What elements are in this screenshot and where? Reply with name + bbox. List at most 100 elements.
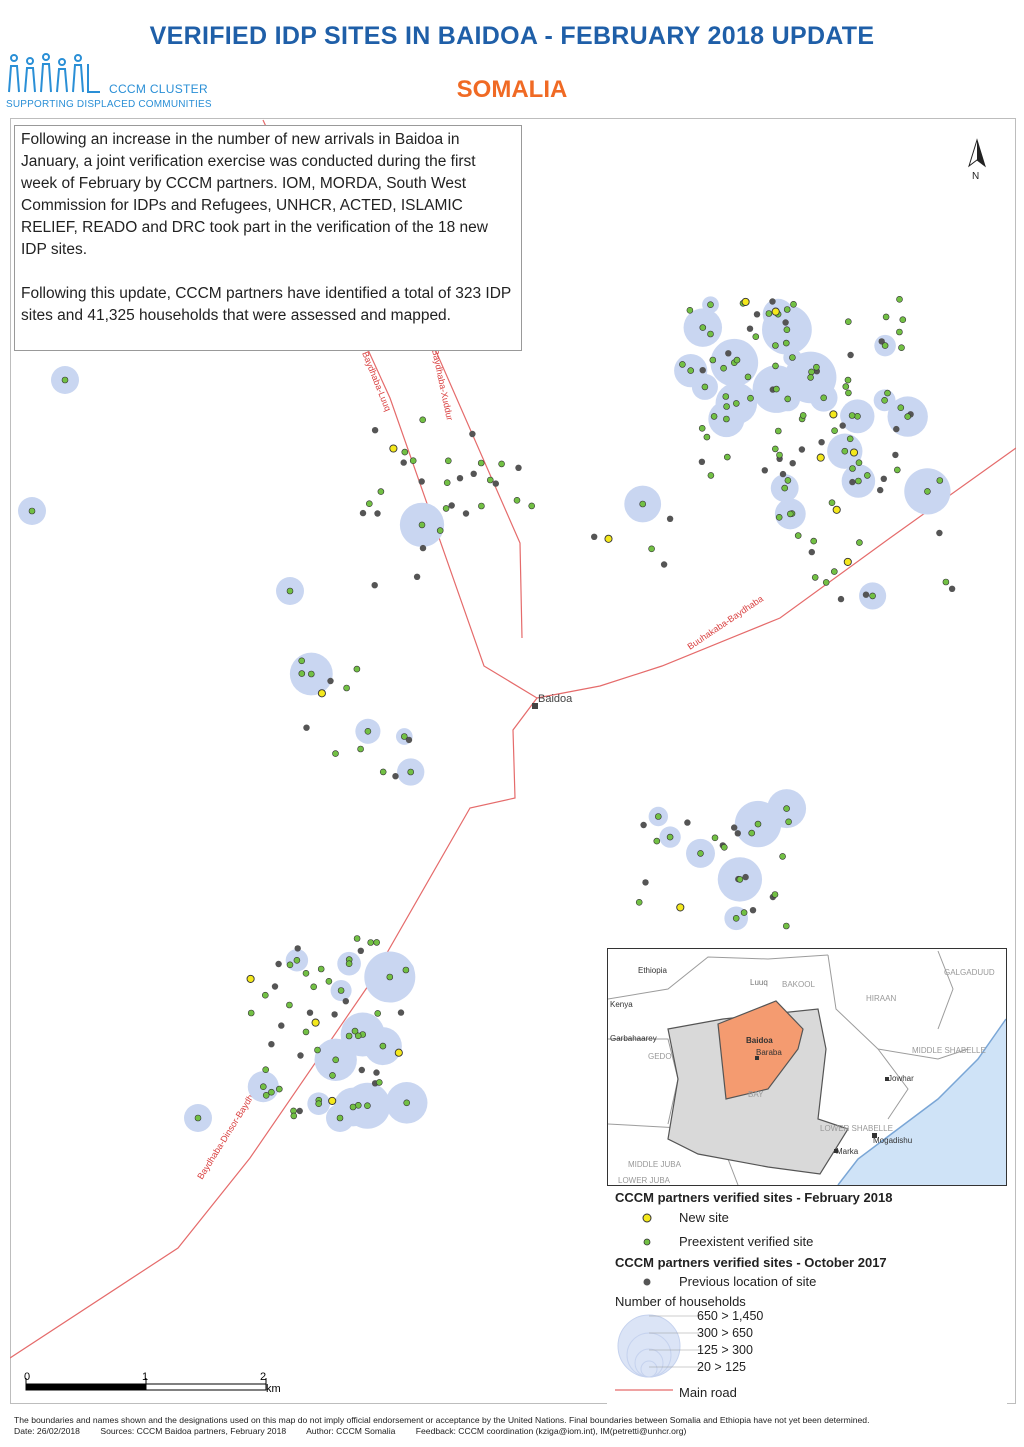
preexistent-site-marker[interactable]: [904, 413, 912, 420]
preexistent-site-marker[interactable]: [813, 363, 820, 371]
preexistent-site-marker[interactable]: [407, 768, 415, 776]
preexistent-site-marker[interactable]: [419, 416, 427, 424]
preexistent-site-marker[interactable]: [528, 502, 536, 510]
preexistent-site-marker[interactable]: [444, 457, 452, 465]
preexistent-site-marker[interactable]: [774, 427, 782, 435]
preexistent-site-marker[interactable]: [337, 987, 345, 994]
preexistent-site-marker[interactable]: [828, 499, 836, 507]
preexistent-site-marker[interactable]: [443, 479, 451, 487]
preexistent-site-marker[interactable]: [748, 829, 756, 837]
preexistent-site-marker[interactable]: [807, 374, 814, 381]
preexistent-site-marker[interactable]: [345, 960, 353, 968]
preexistent-site-marker[interactable]: [831, 427, 838, 435]
preexistent-site-marker[interactable]: [315, 1100, 323, 1108]
preexistent-site-marker[interactable]: [896, 296, 903, 303]
new-site-marker[interactable]: [328, 1096, 337, 1105]
new-site-marker[interactable]: [389, 444, 398, 453]
preexistent-site-marker[interactable]: [498, 460, 505, 468]
preexistent-site-marker[interactable]: [855, 459, 863, 467]
preexistent-site-marker[interactable]: [781, 484, 789, 492]
preexistent-site-marker[interactable]: [722, 393, 730, 400]
preexistent-site-marker[interactable]: [298, 670, 306, 677]
preexistent-site-marker[interactable]: [810, 537, 818, 545]
preexistent-site-marker[interactable]: [784, 477, 792, 484]
preexistent-site-marker[interactable]: [513, 496, 521, 504]
new-site-marker[interactable]: [849, 448, 859, 457]
preexistent-site-marker[interactable]: [386, 973, 394, 981]
preexistent-site-marker[interactable]: [771, 445, 779, 453]
preexistent-site-marker[interactable]: [707, 472, 715, 479]
preexistent-site-marker[interactable]: [723, 453, 731, 461]
new-site-marker[interactable]: [246, 974, 255, 983]
preexistent-site-marker[interactable]: [275, 1085, 283, 1093]
preexistent-site-marker[interactable]: [298, 657, 306, 665]
preexistent-site-marker[interactable]: [844, 318, 852, 325]
preexistent-site-marker[interactable]: [808, 368, 815, 376]
preexistent-site-marker[interactable]: [773, 385, 780, 393]
preexistent-site-marker[interactable]: [379, 768, 387, 776]
preexistent-site-marker[interactable]: [846, 435, 854, 443]
preexistent-site-marker[interactable]: [28, 507, 36, 515]
preexistent-site-marker[interactable]: [732, 400, 740, 407]
preexistent-site-marker[interactable]: [260, 1083, 267, 1091]
preexistent-site-marker[interactable]: [286, 961, 294, 969]
new-site-marker[interactable]: [604, 534, 613, 543]
preexistent-site-marker[interactable]: [855, 477, 862, 485]
preexistent-site-marker[interactable]: [353, 935, 361, 942]
preexistent-site-marker[interactable]: [345, 1032, 353, 1040]
preexistent-site-marker[interactable]: [844, 376, 852, 384]
preexistent-site-marker[interactable]: [486, 476, 494, 484]
preexistent-site-marker[interactable]: [924, 488, 931, 495]
preexistent-site-marker[interactable]: [367, 939, 375, 946]
preexistent-site-marker[interactable]: [401, 448, 409, 456]
preexistent-site-marker[interactable]: [402, 966, 410, 974]
preexistent-site-marker[interactable]: [936, 477, 944, 484]
preexistent-site-marker[interactable]: [687, 367, 695, 374]
preexistent-site-marker[interactable]: [842, 383, 850, 390]
preexistent-site-marker[interactable]: [654, 813, 662, 820]
preexistent-site-marker[interactable]: [686, 307, 694, 314]
preexistent-site-marker[interactable]: [869, 592, 876, 600]
preexistent-site-marker[interactable]: [720, 364, 727, 372]
preexistent-site-marker[interactable]: [409, 457, 417, 465]
preexistent-site-marker[interactable]: [653, 837, 661, 845]
preexistent-site-marker[interactable]: [310, 983, 318, 991]
preexistent-site-marker[interactable]: [849, 465, 856, 472]
preexistent-site-marker[interactable]: [776, 451, 783, 459]
preexistent-site-marker[interactable]: [723, 415, 730, 423]
preexistent-site-marker[interactable]: [635, 898, 643, 906]
preexistent-site-marker[interactable]: [286, 587, 294, 595]
preexistent-site-marker[interactable]: [666, 833, 674, 841]
preexistent-site-marker[interactable]: [365, 500, 373, 508]
inset-map[interactable]: Ethiopia Kenya Luuq BAKOOL HIRAAN GALGAD…: [607, 948, 1007, 1186]
preexistent-site-marker[interactable]: [710, 413, 718, 420]
preexistent-site-marker[interactable]: [701, 383, 709, 391]
preexistent-site-marker[interactable]: [314, 1046, 321, 1054]
preexistent-site-marker[interactable]: [307, 670, 315, 678]
preexistent-site-marker[interactable]: [698, 424, 706, 432]
preexistent-site-marker[interactable]: [779, 853, 786, 860]
preexistent-site-marker[interactable]: [881, 342, 889, 349]
preexistent-site-marker[interactable]: [290, 1112, 298, 1120]
preexistent-site-marker[interactable]: [302, 969, 310, 977]
preexistent-site-marker[interactable]: [772, 362, 779, 370]
preexistent-site-marker[interactable]: [783, 326, 791, 333]
main-map[interactable]: Baydhaba-Luuq Baydhaba-Xuddur Buuhakaba-…: [10, 118, 1016, 1404]
preexistent-site-marker[interactable]: [783, 805, 790, 812]
new-site-marker[interactable]: [317, 689, 326, 698]
preexistent-site-marker[interactable]: [789, 354, 796, 361]
new-site-marker[interactable]: [394, 1048, 403, 1057]
preexistent-site-marker[interactable]: [353, 665, 361, 673]
preexistent-site-marker[interactable]: [364, 1102, 371, 1110]
preexistent-site-marker[interactable]: [723, 403, 730, 410]
preexistent-site-marker[interactable]: [332, 1056, 340, 1064]
preexistent-site-marker[interactable]: [896, 328, 903, 336]
preexistent-site-marker[interactable]: [325, 977, 333, 985]
preexistent-site-marker[interactable]: [354, 1032, 362, 1040]
new-site-marker[interactable]: [816, 453, 825, 462]
preexistent-site-marker[interactable]: [747, 394, 754, 402]
preexistent-site-marker[interactable]: [732, 914, 740, 922]
preexistent-site-marker[interactable]: [783, 306, 791, 313]
preexistent-site-marker[interactable]: [332, 750, 339, 757]
preexistent-site-marker[interactable]: [744, 373, 752, 381]
